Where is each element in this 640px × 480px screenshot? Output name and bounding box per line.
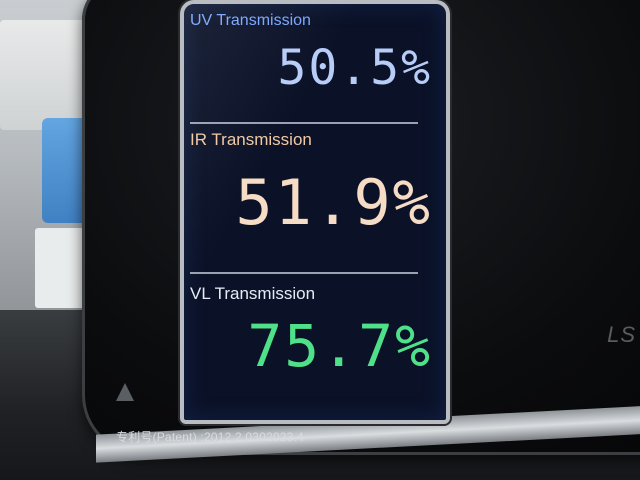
ir-section: IR Transmission 51.9% xyxy=(184,124,446,274)
lcd-display: UV Transmission 50.5% IR Transmission 51… xyxy=(180,0,450,424)
logo-icon xyxy=(116,383,134,401)
divider xyxy=(190,272,418,274)
uv-section: UV Transmission 50.5% xyxy=(184,4,446,124)
vl-value: 75.7% xyxy=(247,312,432,380)
vl-section: VL Transmission 75.7% xyxy=(184,272,446,420)
ir-value: 51.9% xyxy=(235,166,432,239)
uv-value: 50.5% xyxy=(277,40,432,96)
vl-label: VL Transmission xyxy=(190,284,316,303)
patent-number: 专利号(Patent) :2012 2 0302023.4 xyxy=(116,430,304,444)
brand-mark: LS xyxy=(607,322,636,347)
divider xyxy=(190,122,418,124)
ir-label: IR Transmission xyxy=(190,130,312,149)
uv-label: UV Transmission xyxy=(190,12,311,29)
